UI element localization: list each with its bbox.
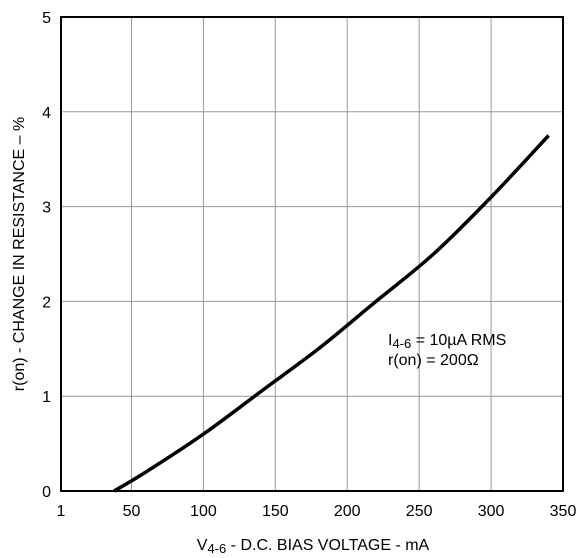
y-tick-label: 0 xyxy=(42,484,51,501)
y-tick-label: 4 xyxy=(42,105,51,122)
y-tick-label: 2 xyxy=(42,294,51,311)
x-tick-label: 200 xyxy=(334,503,361,520)
x-tick-label: 250 xyxy=(406,503,433,520)
annotation-ron: r(on) = 200Ω xyxy=(388,352,479,369)
x-axis-label: V4-6 - D.C. BIAS VOLTAGE - mA xyxy=(197,537,430,556)
y-tick-label: 3 xyxy=(42,200,51,217)
x-tick-label: 350 xyxy=(550,503,577,520)
series-line xyxy=(113,134,550,493)
y-tick-label: 1 xyxy=(42,389,51,406)
x-tick-label: 50 xyxy=(123,503,141,520)
annotation-current: I4-6 = 10µA RMS xyxy=(388,332,506,351)
x-tick-labels: 1 50 100 150 200 250 300 350 xyxy=(57,503,577,520)
x-tick-label: 150 xyxy=(262,503,289,520)
x-tick-label: 300 xyxy=(478,503,505,520)
x-tick-label: 100 xyxy=(190,503,217,520)
grid-lines xyxy=(61,17,563,491)
y-axis-label: r(on) - CHANGE IN RESISTANCE – % xyxy=(11,117,28,391)
plot-frame xyxy=(60,16,564,492)
y-tick-label: 5 xyxy=(42,10,51,27)
x-tick-label: 1 xyxy=(57,503,66,520)
y-tick-labels: 0 1 2 3 4 5 xyxy=(42,10,51,501)
